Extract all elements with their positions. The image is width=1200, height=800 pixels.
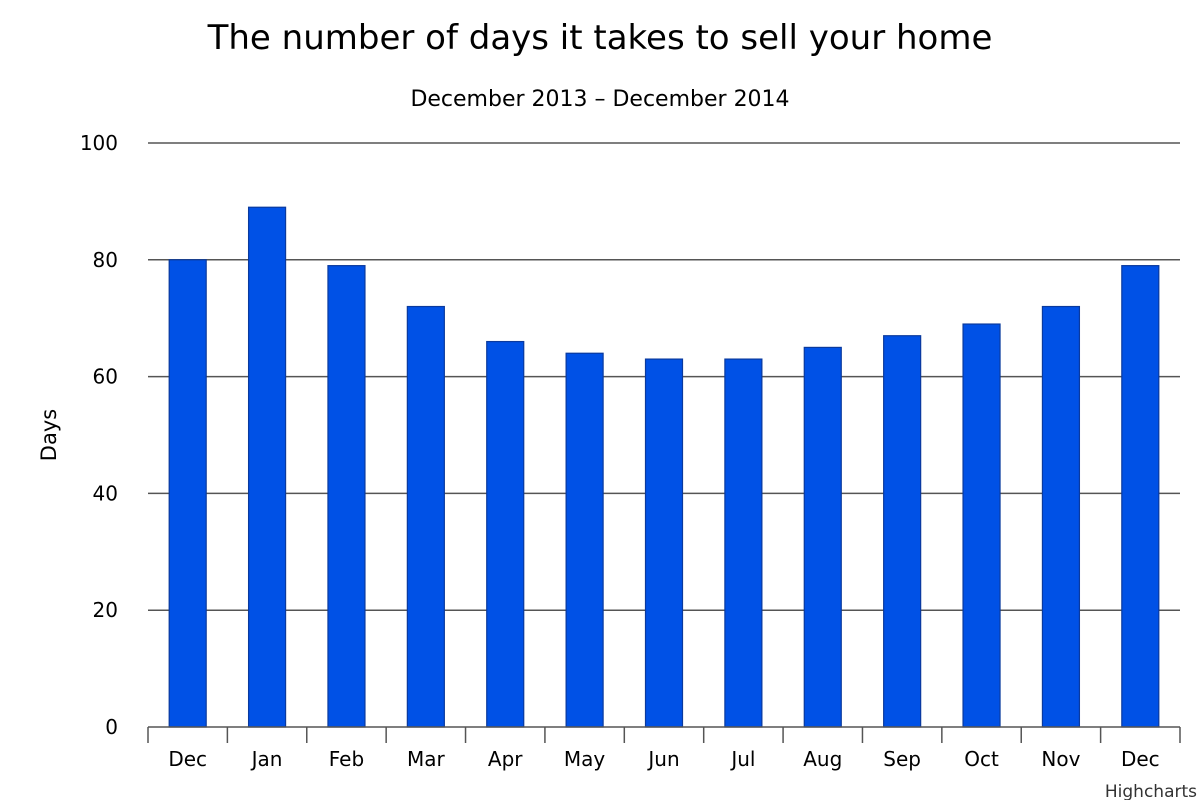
bar[interactable] — [247, 206, 287, 728]
bar[interactable] — [168, 259, 207, 728]
chart-title: The number of days it takes to sell your… — [207, 18, 993, 58]
x-tick-label: May — [564, 747, 606, 771]
bar[interactable] — [962, 323, 1001, 728]
x-tick-label: Jul — [729, 747, 755, 771]
x-tick-label: Mar — [407, 747, 446, 771]
y-tick-label: 80 — [93, 248, 118, 272]
x-tick-label: Oct — [964, 747, 999, 771]
chart-subtitle: December 2013 – December 2014 — [410, 87, 789, 112]
credits-label[interactable]: Highcharts — [1105, 782, 1197, 800]
x-tick-label: Feb — [329, 747, 364, 771]
x-tick-label: Jun — [646, 747, 679, 771]
bar[interactable] — [724, 358, 763, 728]
x-tick-label: Apr — [488, 747, 523, 771]
y-tick-label: 0 — [105, 715, 118, 739]
bar[interactable] — [406, 305, 445, 728]
x-tick-label: Aug — [803, 747, 842, 771]
y-tick-label: 40 — [93, 481, 118, 505]
x-tick-label: Dec — [1121, 747, 1160, 771]
bar[interactable] — [486, 340, 525, 728]
x-axis: Dec Jan Feb Mar Apr May Jun Jul Aug Sep Oct Nov Dec — [147, 726, 1181, 771]
bar[interactable] — [1041, 305, 1081, 728]
x-tick-label: Jan — [250, 747, 283, 771]
x-tick-label: Sep — [883, 747, 921, 771]
bar[interactable] — [327, 265, 366, 728]
bar[interactable] — [644, 358, 684, 728]
y-tick-label: 60 — [93, 365, 118, 389]
y-axis: 0 20 40 60 80 100 — [80, 131, 118, 739]
bar[interactable] — [883, 335, 922, 728]
x-tick-label: Dec — [168, 747, 207, 771]
y-tick-label: 100 — [80, 131, 118, 155]
bar[interactable] — [565, 352, 604, 728]
bar-series — [168, 206, 1160, 728]
y-tick-label: 20 — [93, 598, 118, 622]
bar[interactable] — [1121, 265, 1160, 728]
bar[interactable] — [803, 346, 842, 728]
y-axis-title: Days — [37, 409, 61, 461]
x-tick-label: Nov — [1041, 747, 1080, 771]
